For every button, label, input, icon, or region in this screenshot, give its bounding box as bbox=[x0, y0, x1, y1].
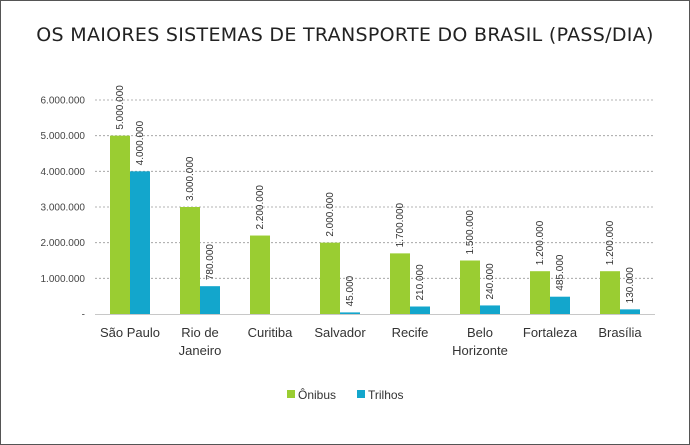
bar-trilhos bbox=[410, 306, 430, 314]
y-tick-label: 1.000.000 bbox=[41, 274, 86, 285]
data-label: 1.500.000 bbox=[465, 210, 476, 255]
data-label: 210.000 bbox=[415, 264, 426, 301]
x-tick-label: Curitiba bbox=[248, 325, 294, 340]
y-axis: - 1.000.000 2.000.000 3.000.000 4.000.000 5.0… bbox=[41, 96, 86, 321]
x-tick-label: São Paulo bbox=[100, 325, 160, 340]
bar-onibus bbox=[530, 271, 550, 314]
data-label-layer: 5.000.000 4.000.000 3.000.000 780.000 2.200.… bbox=[115, 85, 636, 307]
y-tick-label: 5.000.000 bbox=[41, 131, 86, 142]
x-axis: São Paulo Rio de Janeiro Curitiba Salvador Re… bbox=[100, 325, 642, 358]
bar-onibus bbox=[250, 235, 270, 314]
bar-onibus bbox=[110, 135, 130, 314]
data-label: 5.000.000 bbox=[115, 85, 126, 130]
bar-onibus bbox=[390, 253, 410, 314]
bar-trilhos bbox=[480, 305, 500, 314]
x-tick-label: Rio de bbox=[181, 325, 219, 340]
bar-onibus bbox=[180, 207, 200, 314]
data-label: 1.200.000 bbox=[605, 220, 616, 265]
y-tick-label: 2.000.000 bbox=[41, 238, 86, 249]
bar-layer bbox=[110, 135, 640, 314]
data-label: 130.000 bbox=[625, 267, 636, 304]
x-tick-label: Brasília bbox=[598, 325, 642, 340]
bar-trilhos bbox=[130, 171, 150, 314]
data-label: 780.000 bbox=[205, 244, 216, 281]
data-label: 45.000 bbox=[345, 275, 356, 306]
legend-swatch bbox=[357, 390, 365, 398]
y-tick-label: 4.000.000 bbox=[41, 167, 86, 178]
bar-onibus bbox=[600, 271, 620, 314]
bar-trilhos bbox=[620, 309, 640, 314]
data-label: 2.000.000 bbox=[325, 192, 336, 237]
legend-swatch bbox=[287, 390, 295, 398]
bar-onibus bbox=[320, 242, 340, 314]
y-tick-label: 6.000.000 bbox=[41, 96, 86, 107]
legend-label: Trilhos bbox=[368, 388, 404, 402]
chart-title: OS MAIORES SISTEMAS DE TRANSPORTE DO BRA… bbox=[36, 24, 654, 46]
y-tick-label: - bbox=[82, 310, 85, 321]
x-tick-label: Janeiro bbox=[179, 343, 222, 358]
bar-trilhos bbox=[340, 312, 360, 314]
data-label: 1.200.000 bbox=[535, 220, 546, 265]
bar-onibus bbox=[460, 260, 480, 314]
bar-trilhos bbox=[200, 286, 220, 314]
x-tick-label: Belo bbox=[467, 325, 493, 340]
legend-label: Ônibus bbox=[298, 387, 336, 402]
data-label: 485.000 bbox=[555, 254, 566, 291]
data-label: 240.000 bbox=[485, 263, 496, 300]
data-label: 2.200.000 bbox=[255, 185, 266, 230]
data-label: 3.000.000 bbox=[185, 156, 196, 201]
legend: Ônibus Trilhos bbox=[287, 387, 404, 402]
grid-layer bbox=[95, 99, 655, 315]
x-tick-label: Recife bbox=[392, 325, 429, 340]
bar-trilhos bbox=[550, 296, 570, 314]
x-tick-label: Fortaleza bbox=[523, 325, 578, 340]
x-tick-label: Salvador bbox=[314, 325, 366, 340]
data-label: 4.000.000 bbox=[135, 120, 146, 165]
x-tick-label: Horizonte bbox=[452, 343, 508, 358]
y-tick-label: 3.000.000 bbox=[41, 203, 86, 214]
data-label: 1.700.000 bbox=[395, 202, 406, 247]
